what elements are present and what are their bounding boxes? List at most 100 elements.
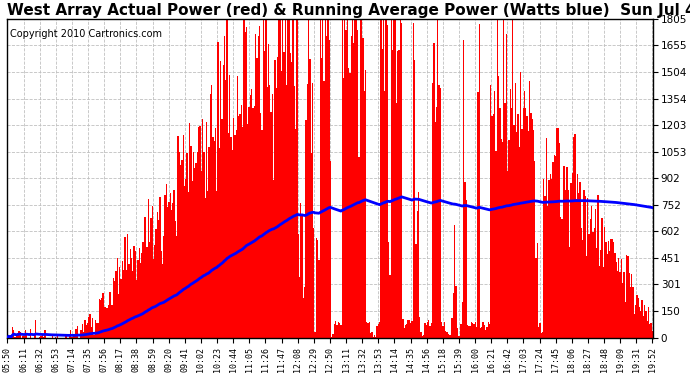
Bar	[175, 221, 176, 338]
Bar	[561, 219, 562, 338]
Bar	[173, 190, 175, 338]
Bar	[217, 42, 219, 338]
Bar	[607, 254, 608, 338]
Bar	[346, 19, 348, 338]
Bar	[71, 337, 72, 338]
Bar	[295, 129, 296, 338]
Bar	[263, 19, 264, 338]
Bar	[192, 181, 193, 338]
Bar	[316, 238, 317, 338]
Bar	[491, 116, 493, 338]
Bar	[214, 141, 215, 338]
Bar	[550, 174, 551, 338]
Bar	[356, 19, 357, 338]
Bar	[387, 25, 388, 338]
Bar	[605, 242, 607, 338]
Bar	[614, 253, 615, 338]
Bar	[269, 85, 270, 338]
Bar	[185, 179, 186, 338]
Bar	[189, 123, 190, 338]
Bar	[636, 295, 638, 338]
Bar	[318, 260, 319, 338]
Bar	[340, 325, 342, 338]
Bar	[450, 335, 451, 338]
Bar	[315, 332, 316, 338]
Bar	[509, 140, 510, 338]
Bar	[95, 320, 96, 338]
Bar	[503, 19, 504, 338]
Bar	[462, 302, 463, 338]
Bar	[415, 244, 417, 338]
Bar	[644, 306, 645, 338]
Bar	[367, 323, 368, 338]
Bar	[204, 198, 206, 338]
Bar	[420, 333, 422, 338]
Bar	[23, 336, 25, 338]
Bar	[228, 133, 229, 338]
Bar	[562, 166, 564, 338]
Bar	[386, 19, 387, 338]
Bar	[310, 153, 312, 338]
Bar	[106, 308, 108, 338]
Bar	[556, 128, 558, 338]
Bar	[448, 335, 450, 338]
Bar	[355, 19, 356, 338]
Bar	[308, 19, 309, 338]
Bar	[328, 40, 330, 338]
Bar	[544, 196, 546, 338]
Bar	[101, 298, 102, 338]
Bar	[55, 337, 56, 338]
Bar	[480, 328, 481, 338]
Bar	[371, 332, 373, 338]
Bar	[352, 19, 353, 338]
Bar	[109, 292, 110, 338]
Bar	[293, 19, 294, 338]
Bar	[482, 322, 484, 338]
Bar	[288, 19, 290, 338]
Bar	[172, 203, 173, 338]
Bar	[241, 105, 242, 338]
Bar	[75, 330, 77, 338]
Bar	[128, 264, 130, 338]
Bar	[457, 328, 458, 338]
Bar	[526, 116, 528, 338]
Bar	[97, 323, 99, 338]
Bar	[215, 128, 216, 338]
Bar	[342, 19, 343, 338]
Bar	[513, 125, 515, 338]
Bar	[428, 320, 429, 338]
Bar	[569, 247, 571, 338]
Bar	[158, 220, 159, 338]
Bar	[573, 137, 574, 338]
Bar	[162, 264, 163, 338]
Bar	[324, 81, 325, 338]
Bar	[559, 143, 560, 338]
Bar	[383, 19, 384, 338]
Bar	[424, 323, 426, 338]
Bar	[533, 130, 534, 338]
Bar	[223, 65, 224, 338]
Bar	[393, 19, 395, 338]
Bar	[583, 190, 584, 338]
Bar	[455, 286, 457, 338]
Bar	[186, 153, 188, 338]
Bar	[419, 317, 420, 338]
Bar	[126, 270, 127, 338]
Bar	[401, 23, 402, 338]
Bar	[574, 134, 575, 338]
Bar	[463, 40, 464, 338]
Bar	[306, 84, 308, 338]
Bar	[427, 322, 428, 338]
Bar	[25, 330, 26, 338]
Bar	[433, 44, 435, 338]
Bar	[132, 271, 133, 338]
Bar	[648, 307, 649, 338]
Bar	[34, 335, 35, 338]
Bar	[453, 294, 454, 338]
Bar	[279, 19, 281, 338]
Bar	[88, 317, 90, 338]
Bar	[335, 321, 337, 338]
Bar	[366, 322, 367, 338]
Bar	[57, 336, 59, 338]
Bar	[110, 292, 112, 338]
